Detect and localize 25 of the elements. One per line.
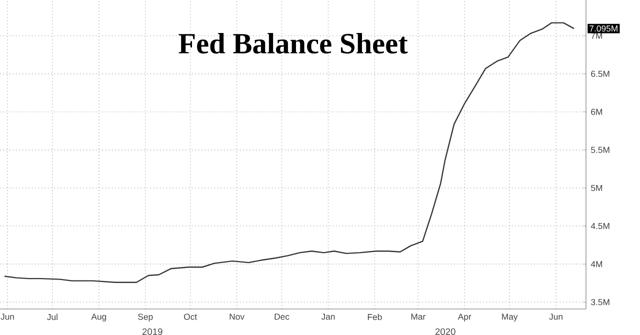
x-tick-label: Nov bbox=[230, 314, 244, 320]
y-tick-label: 3.5M bbox=[591, 299, 610, 306]
x-tick-label: Apr bbox=[458, 314, 472, 322]
x-tick-label: Mar bbox=[411, 314, 426, 320]
y-tick-label: 6M bbox=[591, 108, 602, 115]
x-tick-label: May bbox=[502, 314, 518, 322]
text: 2019 bbox=[142, 328, 162, 335]
y-tick-label: 6.5M bbox=[591, 70, 610, 77]
x-tick-label: Dec bbox=[274, 314, 290, 320]
x-tick-label: Feb bbox=[368, 314, 382, 320]
x-tick-label: Oct bbox=[184, 314, 198, 320]
x-tick-label: Jul bbox=[47, 314, 58, 320]
annotation: 7.095M bbox=[590, 25, 618, 32]
text: Fed Balance Sheet bbox=[178, 32, 408, 54]
x-tick-label: Sep bbox=[138, 314, 153, 322]
y-tick-label: 5M bbox=[591, 184, 602, 191]
x-tick-label: Jun bbox=[549, 314, 562, 320]
y-tick-label: 5.5M bbox=[591, 146, 610, 153]
x-tick-label: Aug bbox=[91, 314, 106, 322]
y-tick-label: 4.5M bbox=[590, 223, 610, 230]
text: 2020 bbox=[435, 328, 456, 335]
y-tick-label: 4M bbox=[590, 261, 602, 268]
x-tick-label: Jan bbox=[321, 314, 335, 320]
line-series bbox=[4, 22, 575, 283]
x-tick-label: Jun bbox=[0, 314, 14, 320]
